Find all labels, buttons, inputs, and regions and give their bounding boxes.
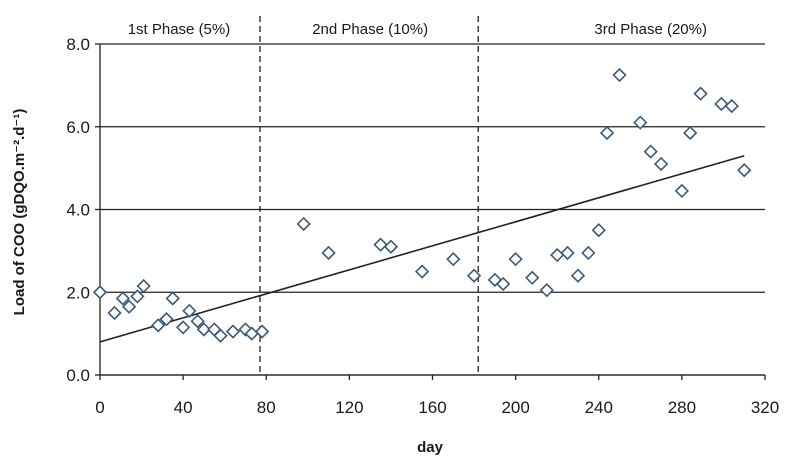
x-tick-label: 320 [751,398,779,417]
y-tick-label: 8.0 [66,35,90,54]
data-point [599,125,615,141]
axis-layer [95,43,766,380]
data-point [466,268,482,283]
data-point [633,115,648,130]
data-point [190,314,205,329]
x-tick-label: 200 [501,398,529,417]
data-point [175,320,191,335]
x-axis-title: day [417,439,444,456]
data-point [612,67,627,83]
data-point [724,98,739,114]
y-tick-label: 6.0 [66,118,90,137]
data-point [165,291,180,306]
y-axis-title: Load of COO (gDQO.m⁻².d⁻¹) [11,109,28,316]
data-point [136,278,151,294]
label-layer: 0.0 2.0 4.0 6.0 8.0 0 40 80 120 160 200 240 280 320 1s… [66,21,779,417]
data-point-layer [92,67,752,343]
data-point [115,291,130,306]
trendline-layer [99,154,745,343]
data-point [196,322,212,337]
x-tick-label: 80 [257,398,276,417]
data-point [92,285,108,300]
data-point [496,276,511,292]
data-point [159,312,174,327]
data-point [373,237,388,252]
data-point [674,183,690,199]
x-tick-label: 0 [95,398,104,417]
data-point [581,245,596,261]
data-point [653,156,669,172]
data-point [130,289,145,304]
data-point [414,264,430,279]
data-point [383,239,399,254]
data-point [550,247,565,263]
phase-label: 1st Phase (5%) [128,21,231,38]
phase-divider-layer [259,16,479,375]
data-point [321,245,336,261]
data-point [182,303,197,319]
data-point [151,318,166,333]
data-point [525,270,540,285]
trendline [99,154,745,343]
data-point [714,96,729,112]
x-tick-label: 40 [174,398,193,417]
data-point [643,144,658,159]
data-point [683,125,698,141]
y-tick-label: 0.0 [66,366,90,385]
data-point [225,324,241,339]
x-tick-label: 240 [585,398,613,417]
y-tick-label: 4.0 [66,201,90,220]
data-point [296,216,311,232]
data-point [570,268,586,283]
y-tick-label: 2.0 [66,283,90,302]
x-tick-label: 120 [335,398,363,417]
data-point [693,86,708,101]
data-point [591,223,606,238]
data-point [560,245,575,261]
data-point [213,328,228,343]
data-point [121,299,137,314]
phase-label: 3rd Phase (20%) [594,21,707,38]
data-point [107,305,122,321]
data-point [508,252,523,267]
data-point [254,324,270,339]
x-tick-label: 280 [668,398,696,417]
data-point [737,163,752,178]
data-point [539,283,554,298]
data-point [446,252,461,267]
x-tick-label: 160 [418,398,446,417]
phase-label: 2nd Phase (10%) [312,21,428,38]
